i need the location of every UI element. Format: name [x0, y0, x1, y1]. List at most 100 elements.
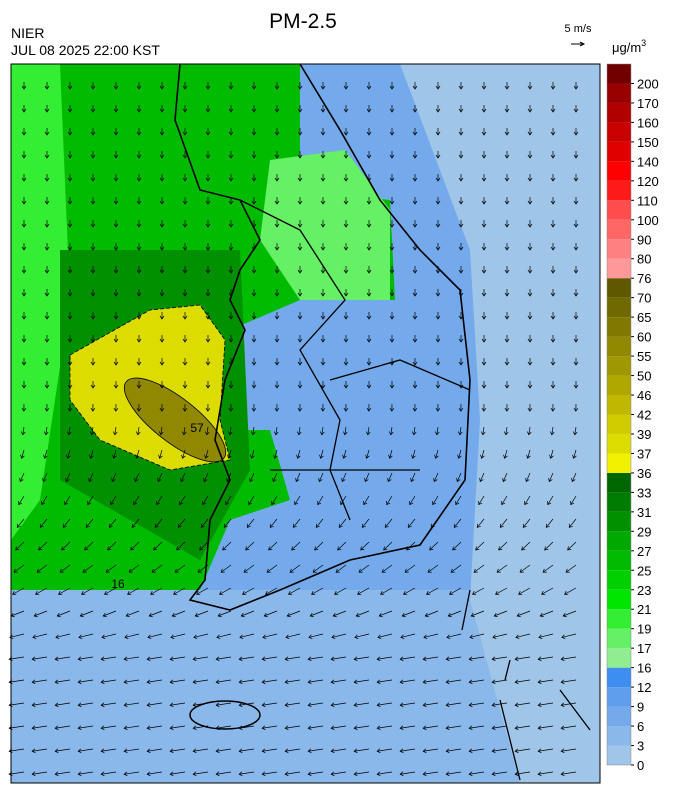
wind-arrow-head: [245, 546, 250, 551]
wind-arrow: [435, 449, 439, 459]
wind-arrow-head: [481, 269, 487, 274]
wind-arrow: [496, 564, 508, 573]
wind-arrow: [386, 495, 393, 505]
wind-arrow-head: [343, 85, 349, 90]
colorbar-label: 76: [637, 271, 651, 286]
wind-arrow-head: [527, 407, 533, 412]
wind-arrow-head: [399, 679, 404, 685]
wind-arrow-head: [292, 523, 297, 528]
wind-arrow-head: [412, 177, 418, 182]
wind-arrow-head: [20, 431, 26, 436]
wind-arrow-head: [123, 679, 128, 685]
wind-arrow: [239, 748, 255, 752]
colorbar-segment: [607, 609, 631, 629]
wind-arrow-head: [473, 568, 478, 573]
wind-arrow-head: [285, 634, 290, 640]
wind-arrow-head: [31, 656, 36, 662]
wind-arrow-head: [481, 338, 487, 343]
wind-arrow-head: [527, 292, 533, 297]
wind-arrow-head: [504, 338, 510, 343]
wind-arrow: [55, 656, 71, 660]
wind-arrow-head: [205, 246, 211, 251]
wind-arrow-head: [297, 131, 303, 136]
wind-arrow-head: [314, 546, 319, 551]
wind-arrow: [499, 518, 508, 528]
wind-arrow-head: [400, 634, 405, 640]
wind-arrow: [568, 518, 577, 528]
wind-arrow: [179, 495, 186, 505]
wind-arrow-head: [274, 315, 280, 320]
wind-arrow: [246, 518, 255, 528]
wind-arrow: [126, 610, 140, 617]
wind-arrow-head: [274, 85, 280, 90]
wind-arrow-head: [527, 85, 533, 90]
wind-arrow-head: [261, 725, 266, 731]
wind-arrow-head: [330, 702, 335, 708]
wind-arrow-head: [192, 679, 197, 685]
colorbar-label: 140: [637, 154, 659, 169]
wind-arrow-head: [560, 656, 565, 662]
wind-arrow-head: [492, 634, 497, 640]
wind-arrow-head: [445, 656, 450, 662]
colorbar-label: 36: [637, 466, 651, 481]
wind-arrow-head: [309, 612, 314, 618]
wind-arrow-head: [284, 702, 289, 708]
wind-arrow-head: [412, 200, 418, 205]
wind-arrow-head: [136, 361, 142, 366]
wind-arrow: [251, 449, 255, 459]
wind-arrow-head: [238, 748, 243, 754]
colorbar-segment: [607, 570, 631, 590]
wind-arrow-head: [130, 546, 135, 551]
wind-arrow-head: [343, 338, 349, 343]
wind-arrow-head: [146, 725, 151, 731]
wind-arrow-head: [261, 702, 266, 708]
wind-arrow-head: [59, 568, 64, 573]
wind-arrow: [450, 564, 462, 573]
wind-arrow: [377, 748, 393, 752]
wind-arrow: [18, 495, 25, 505]
wind-arrow: [377, 633, 393, 638]
wind-arrow-head: [41, 500, 46, 506]
wind-arrow-head: [90, 338, 96, 343]
wind-arrow: [101, 656, 117, 660]
wind-arrow-head: [205, 154, 211, 159]
wind-arrow: [538, 656, 554, 660]
wind-arrow-head: [228, 108, 234, 113]
wind-arrow-head: [159, 246, 165, 251]
wind-arrow: [225, 495, 232, 505]
wind-arrow: [172, 610, 186, 617]
wind-arrow: [101, 679, 117, 683]
wind-arrow-head: [249, 477, 254, 483]
wind-arrow-head: [274, 246, 280, 251]
wind-arrow: [331, 725, 347, 729]
wind-arrow-head: [67, 85, 73, 90]
wind-arrow-head: [412, 407, 418, 412]
wind-arrow-head: [134, 477, 139, 483]
wind-arrow-head: [435, 223, 441, 228]
wind-arrow-head: [21, 177, 27, 182]
wind-arrow: [124, 748, 140, 752]
wind-arrow-head: [568, 523, 573, 528]
wind-arrow-head: [561, 634, 566, 640]
wind-arrow-head: [182, 292, 188, 297]
wind-arrow: [495, 587, 508, 595]
wind-arrow-head: [113, 85, 119, 90]
agency: NIER: [11, 25, 44, 41]
wind-arrow-head: [44, 85, 50, 90]
wind-arrow: [154, 518, 163, 528]
wind-arrow-head: [274, 384, 280, 389]
wind-arrow-head: [550, 177, 556, 182]
wind-arrow: [61, 541, 71, 551]
wind-arrow-head: [539, 612, 544, 618]
wind-arrow-head: [274, 131, 280, 136]
wind-arrow-head: [90, 361, 96, 366]
wind-arrow-head: [21, 131, 27, 136]
wind-arrow-head: [338, 523, 343, 528]
wind-arrow-head: [197, 568, 202, 573]
wind-arrow-head: [21, 384, 27, 389]
wind-arrow: [561, 748, 577, 752]
wind-arrow-head: [274, 338, 280, 343]
wind-arrow-head: [389, 407, 395, 412]
wind-arrow-head: [269, 523, 274, 528]
wind-arrow-head: [524, 500, 529, 506]
